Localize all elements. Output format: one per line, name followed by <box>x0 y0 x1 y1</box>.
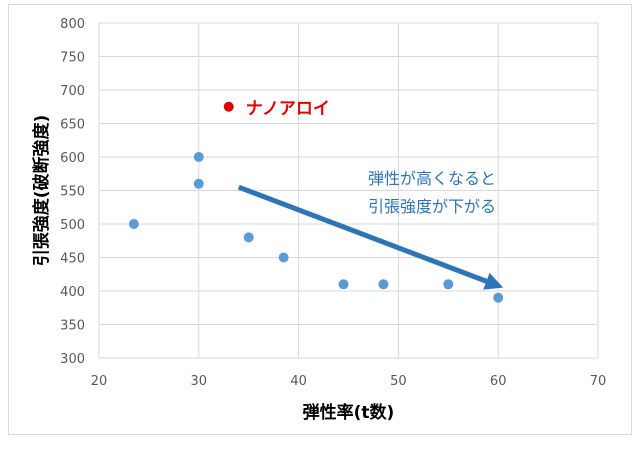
data-point <box>378 279 389 290</box>
x-tick-label: 20 <box>91 374 108 389</box>
y-tick-label: 600 <box>60 151 85 166</box>
trend-arrow <box>237 184 504 290</box>
y-tick-label: 350 <box>60 319 85 334</box>
data-point <box>278 252 289 263</box>
y-tick-label: 700 <box>60 84 85 99</box>
series-label-nanoalloy: ナノアロイ <box>246 99 330 119</box>
y-tick-label: 800 <box>60 17 85 32</box>
data-point <box>338 279 349 290</box>
x-tick-label: 30 <box>191 374 208 389</box>
data-point <box>128 219 139 229</box>
x-tick-label: 50 <box>390 374 407 389</box>
data-point <box>193 152 204 162</box>
nanoalloy-point <box>223 101 234 112</box>
y-tick-label: 750 <box>60 51 85 66</box>
x-tick-label: 60 <box>490 374 507 389</box>
data-points <box>128 101 504 303</box>
y-tick-label: 550 <box>60 185 85 200</box>
y-tick-label: 400 <box>60 285 85 300</box>
x-tick-labels: 20 30 40 50 60 70 <box>91 374 607 389</box>
y-tick-label: 450 <box>60 252 85 267</box>
y-axis-title: 引張強度(破断強度) <box>31 115 52 267</box>
y-tick-label: 300 <box>60 352 85 367</box>
y-tick-labels: 300 350 400 450 500 550 600 650 700 750 800 <box>60 17 85 367</box>
y-tick-label: 500 <box>60 218 85 233</box>
annotation-line-2: 引張強度が下がる <box>368 197 496 216</box>
trend-arrow-shaft <box>237 184 488 284</box>
trend-arrow-head <box>483 272 504 290</box>
y-tick-label: 650 <box>60 118 85 133</box>
grid-lines <box>98 22 599 359</box>
data-point <box>443 279 454 290</box>
data-point <box>243 232 254 243</box>
x-tick-label: 70 <box>590 374 607 389</box>
data-point <box>493 292 504 303</box>
annotation-line-1: 弾性が高くなると <box>368 169 496 188</box>
data-point <box>193 178 204 189</box>
x-tick-label: 40 <box>290 374 307 389</box>
x-axis-title: 弾性率(t数) <box>303 402 395 423</box>
